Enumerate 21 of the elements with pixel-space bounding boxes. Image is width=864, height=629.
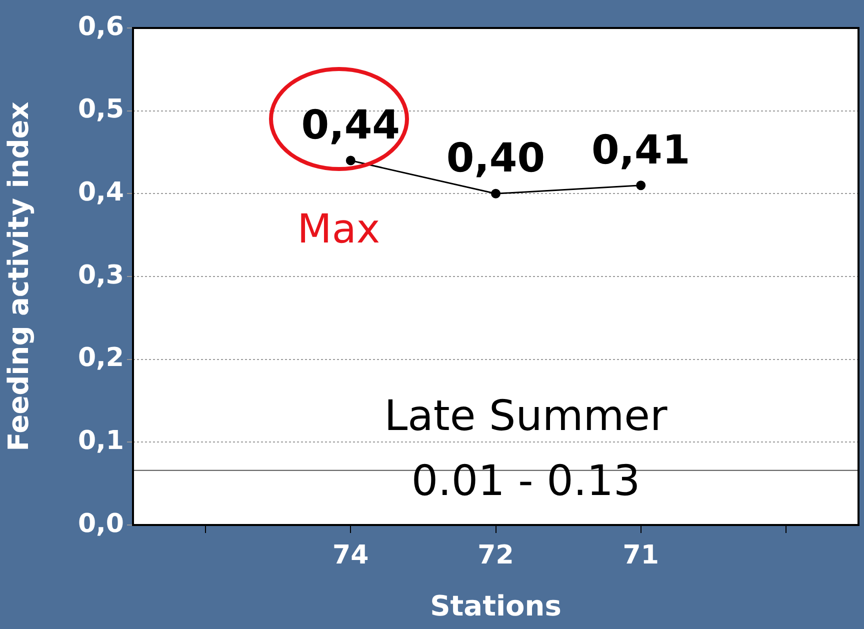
x-tick-label: 74 [332, 540, 369, 570]
annotation: Late Summer [384, 391, 668, 440]
point [491, 188, 500, 198]
data-label: 0,40 [446, 136, 546, 182]
point [636, 180, 646, 190]
y-tick-label: 0,6 [78, 12, 124, 42]
y-tick-label: 0,0 [78, 508, 124, 539]
x-axis-title: Stations [430, 589, 562, 622]
x-tick-label: 72 [478, 540, 514, 570]
annotation: Max [297, 206, 380, 253]
annotation: 0.01 - 0.13 [411, 456, 640, 505]
data-label: 0,41 [592, 127, 690, 174]
y-tick-label: 0,5 [78, 94, 124, 125]
point [346, 156, 356, 166]
x-tick-label: 71 [622, 540, 659, 570]
y-tick-label: 0,1 [78, 426, 124, 456]
data-label: 0,44 [301, 102, 400, 149]
y-tick-label: 0,3 [78, 260, 124, 290]
y-tick-label: 0,2 [78, 343, 124, 374]
y-axis-title: Feeding activity index [2, 102, 36, 452]
y-tick-label: 0,4 [78, 177, 124, 208]
